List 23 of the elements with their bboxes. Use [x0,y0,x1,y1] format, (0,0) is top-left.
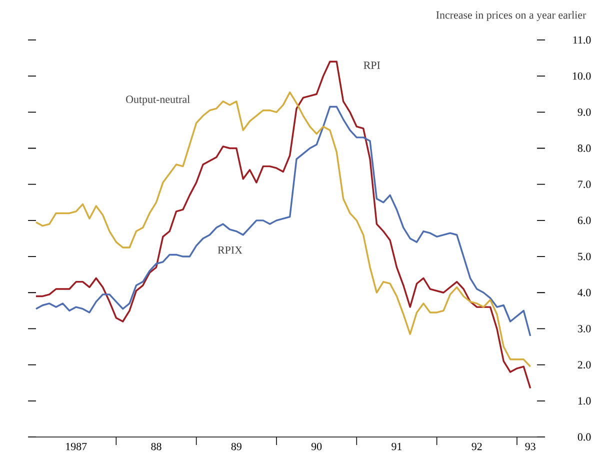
y-tick-label: 4.0 [578,288,591,296]
y-tick-label: 7.0 [578,180,591,188]
x-tick-label: 92 [472,442,482,450]
y-axis-title: Increase in prices on a year earlier [436,11,586,21]
x-tick-label: 88 [151,442,162,450]
x-tick-label: 1987 [66,442,87,450]
series-label: Output-neutral [126,95,190,106]
x-tick-label: 93 [525,442,536,450]
y-tick-label: 3.0 [578,324,591,332]
x-tick-label: 89 [231,442,242,450]
y-tick-label: 6.0 [578,216,591,224]
y-tick-label: 1.0 [578,397,591,405]
y-tick-label: 8.0 [578,144,591,152]
y-tick-label: 0.0 [578,433,591,441]
y-tick-label: 5.0 [578,252,591,260]
x-tick-label: 91 [392,442,402,450]
y-tick-label: 2.0 [578,361,591,369]
text: RPI [364,62,380,69]
y-tick-label: 10.0 [572,72,591,80]
y-tick-label: 9.0 [578,108,591,116]
y-tick-label: 11.0 [573,36,591,44]
series-label: RPIX [218,246,242,254]
x-tick-label: 90 [311,442,322,450]
